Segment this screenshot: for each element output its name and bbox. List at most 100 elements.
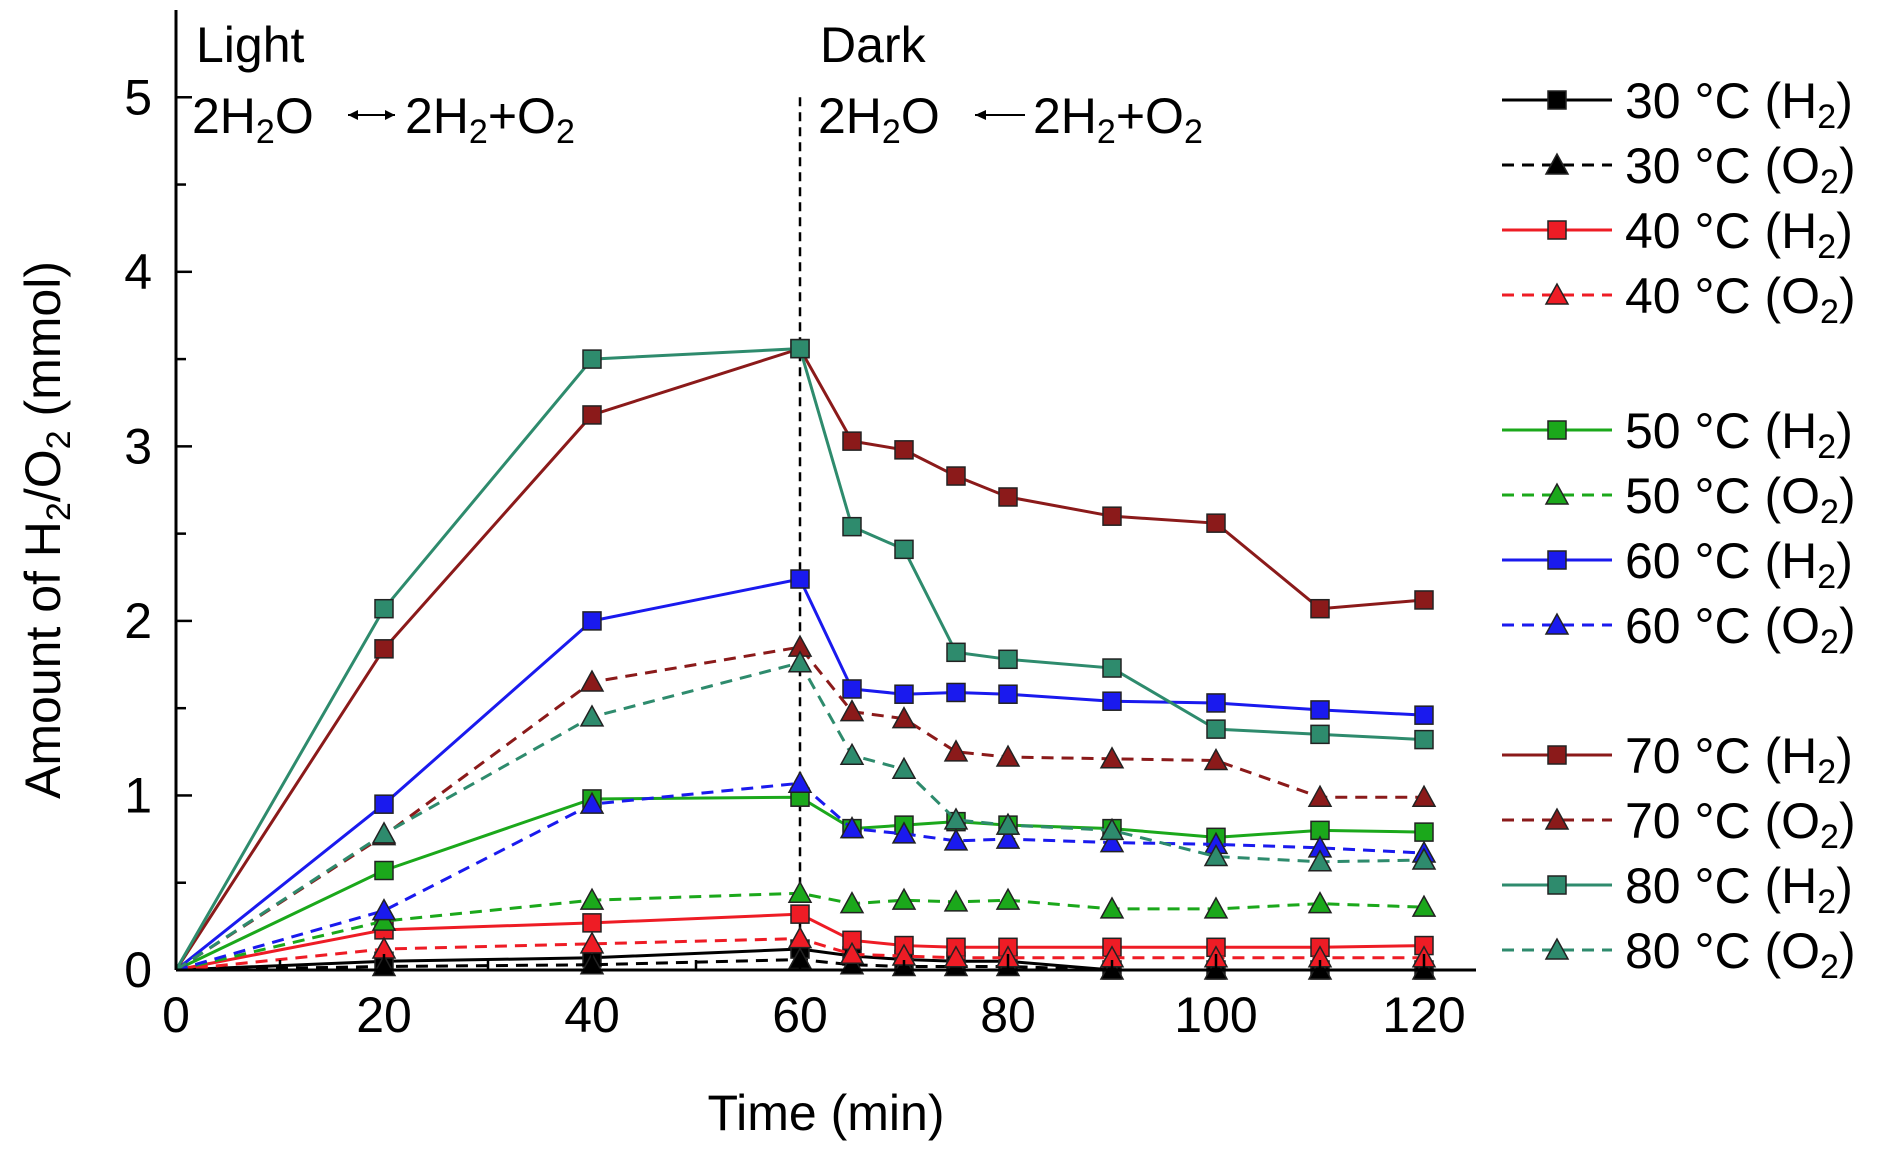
data-point — [995, 887, 1021, 910]
x-tick-label: 60 — [772, 987, 828, 1043]
data-point — [1307, 891, 1333, 914]
dark-label: Dark — [820, 17, 927, 73]
data-point — [1310, 724, 1330, 745]
data-point — [943, 828, 969, 851]
data-point — [1099, 746, 1125, 769]
y-tick-label: 1 — [124, 767, 152, 823]
series-line — [175, 661, 1425, 972]
data-point — [1099, 830, 1125, 853]
data-point — [1414, 705, 1434, 725]
data-point — [579, 704, 605, 727]
legend-marker — [1547, 420, 1567, 440]
data-point — [1307, 849, 1333, 872]
legend-marker — [1547, 550, 1567, 570]
series-line — [175, 781, 1425, 972]
legend: 30 °C (H2)30 °C (O2)40 °C (H2)40 °C (O2)… — [1502, 73, 1856, 986]
data-point — [371, 821, 397, 844]
data-point — [998, 649, 1018, 670]
data-point — [790, 904, 810, 924]
plot-area — [174, 97, 1437, 980]
legend-label: 70 °C (H2) — [1625, 728, 1853, 791]
dark-reactant: 2H2O — [818, 88, 940, 151]
data-point — [1206, 513, 1226, 533]
data-point — [582, 913, 602, 933]
legend-entry: 60 °C (H2) — [1502, 533, 1853, 596]
legend-label: 50 °C (O2) — [1625, 468, 1856, 531]
legend-entry: 80 °C (H2) — [1502, 858, 1853, 921]
data-point — [1203, 747, 1229, 771]
light-arrow-head-left — [348, 110, 358, 120]
data-point — [1411, 847, 1437, 870]
data-point — [1099, 896, 1125, 919]
data-point — [1411, 784, 1437, 807]
series-line — [175, 645, 1424, 972]
data-point — [787, 926, 813, 949]
legend-entry: 40 °C (H2) — [1502, 203, 1853, 266]
series-line — [175, 795, 1425, 972]
legend-entry: 70 °C (H2) — [1502, 728, 1853, 791]
data-point — [1206, 693, 1226, 713]
legend-label: 30 °C (O2) — [1625, 138, 1856, 201]
legend-entry: 40 °C (O2) — [1502, 268, 1856, 331]
legend-marker — [1544, 807, 1570, 830]
data-point — [891, 706, 917, 729]
legend-entry: 30 °C (H2) — [1502, 73, 1853, 136]
data-point — [891, 887, 917, 910]
data-point — [790, 338, 810, 359]
data-point — [943, 945, 969, 968]
data-point — [787, 770, 813, 793]
data-point — [1206, 719, 1226, 739]
data-point — [839, 742, 865, 766]
legend-marker — [1547, 220, 1567, 240]
x-axis-title: Time (min) — [707, 1085, 944, 1141]
data-point — [839, 891, 865, 914]
series-line — [175, 577, 1425, 972]
data-point — [943, 889, 969, 912]
data-point — [839, 941, 865, 965]
data-point — [839, 699, 865, 722]
dark-arrow-head — [975, 110, 986, 120]
data-point — [1203, 843, 1229, 867]
data-point — [1310, 700, 1330, 720]
data-point — [1102, 658, 1122, 678]
data-point — [579, 931, 605, 954]
data-point — [787, 880, 813, 903]
data-point — [1414, 590, 1434, 610]
data-point — [374, 598, 394, 619]
legend-entry: 50 °C (H2) — [1502, 403, 1853, 466]
data-point — [579, 887, 605, 910]
data-point — [891, 756, 917, 780]
data-point — [998, 684, 1018, 704]
data-point — [374, 860, 394, 881]
data-point — [842, 431, 862, 451]
series-line — [175, 937, 1424, 972]
series-line — [174, 347, 1425, 971]
data-point — [946, 466, 966, 486]
legend-label: 50 °C (H2) — [1625, 403, 1853, 466]
y-tick-label: 4 — [124, 244, 152, 300]
x-tick-label: 20 — [356, 987, 412, 1043]
y-tick-label: 2 — [124, 593, 152, 649]
data-point — [1203, 896, 1229, 919]
data-point — [1414, 729, 1434, 750]
legend-marker — [1547, 90, 1567, 110]
legend-entry: 80 °C (O2) — [1502, 923, 1856, 986]
legend-marker — [1544, 152, 1570, 175]
legend-marker — [1547, 875, 1567, 895]
data-point — [374, 639, 394, 659]
legend-marker — [1544, 282, 1570, 305]
legend-label: 80 °C (H2) — [1625, 858, 1853, 921]
light-arrow-head-right — [385, 110, 395, 120]
y-axis-title-group: Amount of H2/O2 (mmol) — [15, 261, 78, 799]
data-point — [582, 405, 602, 425]
data-point — [1099, 817, 1125, 841]
data-point — [943, 807, 969, 830]
data-point — [582, 349, 602, 369]
axes: 0 20 40 60 80 100 120 0 1 2 3 4 5 Time (min) Amount of… — [15, 10, 1476, 1141]
y-axis-title: Amount of H2/O2 (mmol) — [15, 261, 78, 799]
data-point — [371, 898, 397, 921]
data-point — [1414, 822, 1434, 842]
x-tick-label: 120 — [1382, 987, 1465, 1043]
